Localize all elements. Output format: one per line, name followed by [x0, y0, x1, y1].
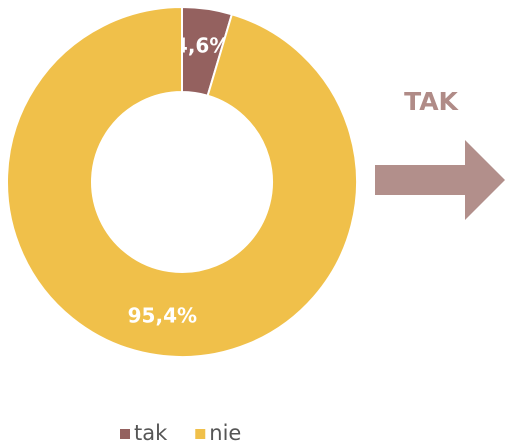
annotation: TAK	[404, 87, 459, 116]
legend-swatch	[120, 429, 130, 439]
legend-label: tak	[134, 421, 168, 445]
arrow	[375, 140, 505, 220]
slice	[6, 5, 358, 358]
legend-label: nie	[209, 421, 241, 445]
value-label: 95,4%	[128, 304, 197, 328]
legend-swatch	[195, 429, 206, 439]
